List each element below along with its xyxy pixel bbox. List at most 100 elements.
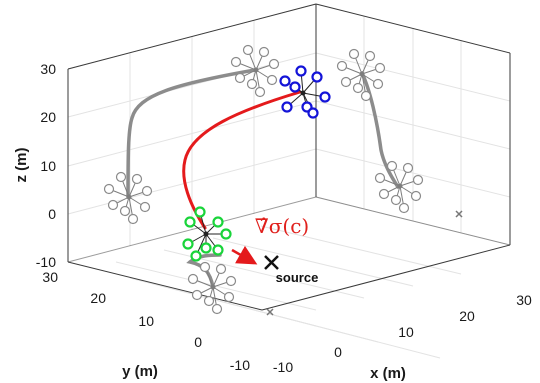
gray-formation-right-bottom <box>374 160 424 214</box>
agent-node <box>212 244 224 256</box>
agent-node <box>103 183 115 195</box>
agent-node <box>199 261 211 273</box>
gray-formations <box>103 44 424 315</box>
source-marker <box>264 255 279 270</box>
axes-box <box>67 3 511 311</box>
y-tick: 30 <box>42 269 58 285</box>
gradient-label: ∇̂σ(c) <box>255 214 309 238</box>
y-tick: 0 <box>194 334 202 350</box>
agent-node <box>289 81 301 93</box>
gray-formation-left <box>103 171 153 225</box>
agent-node <box>268 58 280 70</box>
z-tick: 10 <box>40 158 56 174</box>
x-tick: -10 <box>273 359 293 375</box>
agent-node <box>412 174 424 186</box>
x-ticks: -10 0 10 20 30 <box>273 292 532 375</box>
formation-center <box>210 284 216 290</box>
agent-node <box>266 74 278 86</box>
agent-node <box>295 65 307 77</box>
agent-node <box>190 250 202 262</box>
agent-node <box>119 205 131 217</box>
z-axis-label: z (m) <box>13 148 30 183</box>
source-label: source <box>276 270 319 285</box>
agent-node <box>336 60 348 72</box>
agent-node <box>212 216 224 228</box>
y-ticks: 30 20 10 0 -10 <box>42 269 250 373</box>
green-formation <box>182 206 232 262</box>
right-wall-grid <box>315 16 511 246</box>
agent-node <box>203 295 215 307</box>
agent-node <box>364 50 376 62</box>
source-projection-floor <box>266 308 274 316</box>
agent-node <box>225 275 237 287</box>
back-wall-grid <box>67 3 317 246</box>
formation-center <box>203 231 209 237</box>
agent-node <box>352 82 364 94</box>
agent-node <box>115 171 127 183</box>
gradient-arrow <box>231 245 258 265</box>
agent-node <box>254 86 266 98</box>
agent-node <box>378 188 390 200</box>
gray-formation-bottom <box>187 261 237 315</box>
x-tick: 10 <box>398 324 414 340</box>
trajectory-gray-right <box>360 71 400 189</box>
agent-node <box>131 173 143 185</box>
trajectory-gray-bottom <box>186 253 222 289</box>
agent-node <box>230 56 242 68</box>
formation-center <box>253 67 259 73</box>
agent-node <box>390 194 402 206</box>
y-tick: -10 <box>230 357 250 373</box>
z-tick: 20 <box>40 109 56 125</box>
y-tick: 20 <box>90 290 106 306</box>
z-ticks: 30 20 10 0 -10 <box>36 61 56 270</box>
agent-node <box>279 75 291 87</box>
green-formation-nodes <box>182 206 232 262</box>
x-axis-label: x (m) <box>370 365 406 382</box>
gray-formation-top <box>230 44 280 98</box>
agent-node <box>242 44 254 56</box>
agent-node <box>139 201 151 213</box>
agent-node <box>386 160 398 172</box>
trajectory-gray-left <box>126 68 257 199</box>
agent-node <box>223 291 235 303</box>
agent-node <box>258 46 270 58</box>
agent-node <box>340 76 352 88</box>
y-tick: 10 <box>138 313 154 329</box>
blue-formation-nodes <box>279 65 331 119</box>
agent-node <box>211 303 223 315</box>
agent-node <box>372 78 384 90</box>
source-projection-right <box>455 210 463 218</box>
x-tick: 30 <box>516 292 532 308</box>
agent-node <box>191 289 203 301</box>
agent-node <box>311 71 323 83</box>
agent-node <box>360 90 372 102</box>
agent-node <box>374 172 386 184</box>
agent-node <box>194 206 206 218</box>
z-tick: 0 <box>48 206 56 222</box>
z-tick: 30 <box>40 61 56 77</box>
agent-node <box>184 216 196 228</box>
blue-formation <box>279 65 331 119</box>
agent-node <box>107 199 119 211</box>
formation-center <box>359 71 365 77</box>
agent-node <box>307 107 319 119</box>
y-axis-label: y (m) <box>122 363 158 380</box>
agent-node <box>215 263 227 275</box>
formation-center <box>126 194 132 200</box>
agent-node <box>141 185 153 197</box>
trajectory-red <box>182 90 302 230</box>
agent-node <box>187 273 199 285</box>
agent-node <box>200 242 212 254</box>
agent-node <box>319 91 331 103</box>
agent-node <box>410 190 422 202</box>
z-tick: -10 <box>36 254 56 270</box>
agent-node <box>182 238 194 250</box>
x-tick: 0 <box>334 344 342 360</box>
formation-center <box>397 183 403 189</box>
agent-node <box>402 162 414 174</box>
x-tick: 20 <box>459 308 475 324</box>
formation-center <box>300 90 306 96</box>
agent-node <box>281 101 293 113</box>
